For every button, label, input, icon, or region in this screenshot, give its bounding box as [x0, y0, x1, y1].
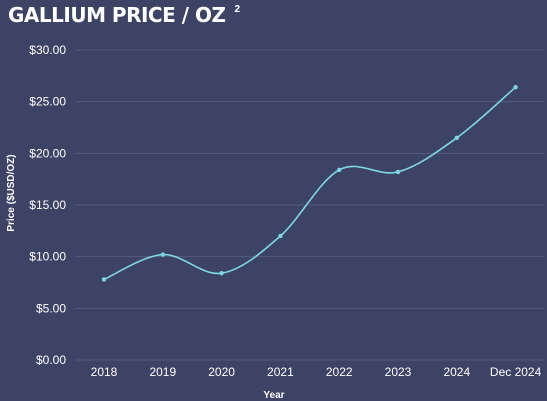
data-point	[160, 252, 165, 257]
title-footnote: 2	[234, 4, 241, 15]
x-axis-label: Year	[263, 390, 284, 401]
y-tick-label: $0.00	[36, 353, 66, 367]
data-point	[278, 233, 283, 239]
data-point	[337, 167, 342, 173]
data-points	[101, 85, 518, 282]
y-tick-label: $20.00	[29, 146, 66, 160]
data-point	[219, 271, 224, 276]
x-tick-label: 2018	[91, 365, 118, 379]
y-axis-ticks: $0.00 $5.00 $10.00 $15.00 $20.00 $25.00 $30.00	[29, 43, 66, 367]
x-tick-label: 2019	[149, 365, 176, 379]
y-tick-label: $30.00	[29, 43, 66, 57]
data-point	[395, 169, 401, 175]
x-axis-ticks: 2018 2019 2020 2021 2022 2023 2024 Dec 2024	[91, 365, 542, 379]
data-point	[513, 85, 518, 90]
title-row: GALLIUM PRICE / OZ 2	[8, 2, 240, 28]
y-tick-label: $10.00	[29, 250, 66, 264]
x-tick-label: Dec 2024	[490, 365, 542, 379]
x-tick-label: 2020	[208, 365, 235, 379]
x-tick-label: 2023	[385, 365, 412, 379]
x-tick-label: 2024	[443, 365, 470, 379]
y-tick-label: $15.00	[29, 198, 66, 212]
y-tick-label: $25.00	[29, 95, 66, 109]
chart-title: GALLIUM PRICE / OZ	[8, 3, 226, 27]
data-point	[101, 277, 107, 282]
data-point	[454, 135, 459, 141]
y-axis-label: Price ($USD/OZ)	[6, 154, 17, 231]
x-tick-label: 2022	[326, 365, 353, 379]
gridlines	[75, 49, 544, 361]
x-tick-label: 2021	[267, 365, 294, 379]
y-tick-label: $5.00	[36, 301, 66, 315]
series-line	[103, 86, 517, 281]
